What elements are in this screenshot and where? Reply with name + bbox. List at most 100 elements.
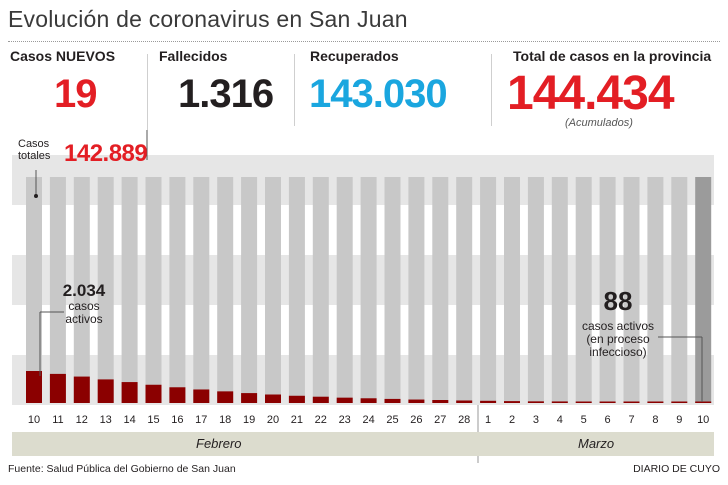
total-cases-caption: Casos totales	[18, 138, 50, 162]
page-title: Evolución de coronavirus en San Juan	[8, 6, 408, 32]
recovered-value: 143.030	[309, 72, 448, 116]
x-tick-label: 5	[581, 414, 587, 426]
active-cases-bar	[456, 400, 473, 403]
x-tick-label: 4	[557, 414, 563, 426]
month-band	[12, 432, 714, 456]
total-cases-value: 144.434	[507, 67, 675, 120]
total-cases-bar	[26, 177, 42, 403]
total-cases-bar	[217, 177, 234, 403]
active-cases-bar	[145, 384, 162, 403]
recovered-label: Recuperados	[310, 48, 399, 64]
total-cases-bar	[647, 177, 664, 403]
total-cases-bar	[121, 177, 138, 403]
x-tick-label: 10	[697, 414, 709, 426]
title-divider	[8, 41, 720, 42]
x-tick-label: 27	[434, 414, 446, 426]
total-cases-bar	[599, 177, 616, 403]
active-cases-bar	[647, 401, 664, 403]
total-cases-bar	[169, 177, 186, 403]
active-cases-bar	[217, 391, 234, 403]
active-start-value: 2.034	[62, 281, 106, 300]
x-tick-label: 26	[410, 414, 422, 426]
active-cases-bar	[97, 379, 114, 403]
deaths-label: Fallecidos	[159, 48, 228, 64]
total-cases-bar	[695, 177, 712, 403]
active-end-value: 88	[603, 286, 633, 316]
active-cases-bar	[575, 401, 592, 403]
total-cases-bar	[360, 177, 377, 403]
x-tick-label: 6	[605, 414, 611, 426]
leader-dot	[34, 194, 38, 198]
active-cases-bar	[288, 395, 305, 403]
x-tick-label: 21	[291, 414, 303, 426]
active-start-caption-line2: activos	[65, 312, 103, 326]
total-cases-bar	[432, 177, 449, 403]
total-cases-bar	[336, 177, 353, 403]
active-cases-bar	[312, 396, 329, 403]
total-cases-bar	[575, 177, 592, 403]
x-tick-label: 8	[652, 414, 658, 426]
x-tick-label: 3	[533, 414, 539, 426]
active-cases-bar	[527, 401, 544, 403]
x-tick-label: 24	[362, 414, 374, 426]
active-cases-bar	[336, 397, 353, 403]
total-cases-bar	[480, 177, 497, 403]
total-cases-bar	[49, 177, 66, 403]
active-end-caption-line2: (en proceso	[586, 332, 650, 346]
total-cases-label: Total de casos en la provincia	[513, 48, 712, 64]
active-cases-bar	[623, 401, 640, 403]
active-end-caption-line3: infeccioso)	[589, 345, 647, 359]
total-cases-note: (Acumulados)	[565, 117, 633, 129]
x-tick-label: 20	[267, 414, 279, 426]
x-tick-label: 18	[219, 414, 231, 426]
stat-separator	[294, 54, 295, 126]
x-tick-label: 22	[315, 414, 327, 426]
stat-separator	[147, 54, 148, 130]
month-label-mar: Marzo	[578, 436, 615, 451]
x-tick-label: 15	[147, 414, 159, 426]
active-start-caption-line1: casos	[68, 299, 100, 313]
active-cases-bar	[671, 401, 688, 403]
x-tick-label: 19	[243, 414, 255, 426]
active-cases-bar	[241, 393, 258, 403]
total-cases-chart-value: 142.889	[64, 140, 148, 167]
active-cases-bar	[408, 399, 425, 403]
x-tick-label: 25	[386, 414, 398, 426]
total-cases-caption-line1: Casos	[18, 138, 50, 150]
total-cases-bar	[288, 177, 305, 403]
active-cases-bar	[265, 394, 281, 403]
stat-separator	[491, 54, 492, 126]
month-label-feb: Febrero	[196, 436, 242, 451]
total-cases-caption-line2: totales	[18, 150, 51, 162]
x-tick-label: 9	[676, 414, 682, 426]
active-end-caption-line1: casos activos	[581, 319, 655, 333]
active-cases-bar	[551, 401, 568, 403]
active-cases-bar	[169, 387, 186, 403]
total-cases-bar	[193, 177, 210, 403]
x-tick-label: 1	[485, 414, 491, 426]
active-cases-bar	[384, 398, 401, 403]
active-cases-bar	[73, 376, 90, 403]
total-cases-bar	[97, 177, 114, 403]
x-tick-label: 10	[28, 414, 40, 426]
x-tick-label: 12	[76, 414, 88, 426]
x-tick-label: 16	[171, 414, 183, 426]
footer-source: Fuente: Salud Pública del Gobierno de Sa…	[8, 463, 236, 475]
x-tick-label: 13	[100, 414, 112, 426]
x-tick-label: 11	[52, 414, 63, 426]
active-cases-bar	[26, 371, 42, 403]
new-cases-value: 19	[54, 72, 97, 116]
total-cases-bar	[551, 177, 568, 403]
total-cases-bar	[456, 177, 473, 403]
active-start-caption: casos activos	[52, 300, 116, 326]
active-end-caption: casos activos (en proceso infeccioso)	[568, 320, 668, 359]
total-cases-bar	[73, 177, 90, 403]
total-cases-bar	[312, 177, 329, 403]
total-cases-bar	[623, 177, 640, 403]
new-cases-label: Casos NUEVOS	[10, 48, 116, 64]
x-tick-label: 17	[195, 414, 207, 426]
total-cases-bar	[241, 177, 258, 403]
x-tick-label: 28	[458, 414, 470, 426]
active-cases-bar	[49, 373, 66, 403]
